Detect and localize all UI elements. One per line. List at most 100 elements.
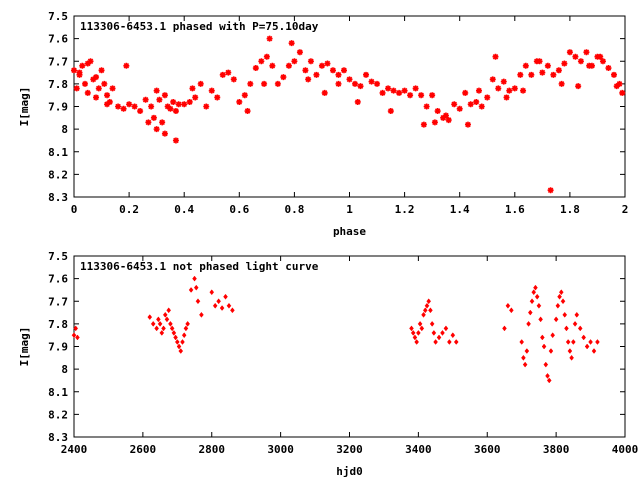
data-point	[401, 87, 408, 94]
data-point	[588, 339, 593, 345]
data-point	[258, 58, 265, 65]
data-point	[73, 85, 80, 92]
y-tick-label: 8.1	[48, 146, 68, 159]
x-tick-label: 3800	[543, 443, 570, 456]
data-point	[82, 80, 89, 87]
data-point	[577, 325, 583, 332]
data-point	[115, 103, 122, 110]
data-point	[274, 80, 281, 87]
y-tick-label: 7.5	[48, 250, 68, 263]
data-point	[335, 71, 342, 78]
data-point	[418, 92, 425, 99]
data-point	[502, 325, 507, 332]
data-point	[181, 101, 188, 108]
data-point	[159, 119, 166, 126]
y-tick-label: 7.9	[48, 101, 68, 114]
data-point	[434, 108, 441, 115]
data-point	[106, 98, 113, 105]
y-tick-label: 8	[61, 363, 68, 376]
x-tick-label: 2	[622, 203, 629, 216]
data-point	[186, 98, 193, 105]
y-axis-label: I[mag]	[18, 87, 31, 127]
data-point	[288, 40, 295, 47]
data-point	[616, 80, 623, 87]
data-point	[583, 49, 590, 56]
data-point	[521, 354, 526, 361]
data-point	[148, 103, 155, 110]
x-tick-label: 3200	[336, 443, 363, 456]
y-tick-label: 7.7	[48, 295, 68, 308]
data-point	[555, 67, 562, 74]
data-point	[416, 330, 421, 336]
data-point	[577, 58, 584, 65]
data-point	[495, 85, 502, 92]
data-point	[599, 58, 606, 65]
data-point	[76, 71, 83, 78]
x-tick-label: 0.8	[284, 203, 304, 216]
data-point	[154, 325, 159, 332]
data-point	[368, 78, 375, 85]
data-point	[241, 92, 248, 99]
plot-title: 113306-6453.1 phased with P=75.10day	[80, 20, 319, 33]
data-point	[595, 339, 600, 345]
data-point	[522, 62, 529, 69]
data-point	[84, 89, 91, 96]
data-point	[157, 320, 163, 327]
x-tick-label: 4000	[612, 443, 639, 456]
data-point	[280, 74, 287, 81]
data-point	[170, 98, 177, 105]
data-point	[567, 348, 573, 354]
data-point	[236, 98, 243, 105]
data-point	[162, 311, 168, 318]
data-point	[431, 119, 438, 126]
data-point	[153, 87, 160, 94]
data-point	[357, 83, 364, 90]
data-point	[575, 83, 582, 90]
data-point	[153, 126, 160, 133]
data-point	[193, 284, 199, 291]
data-point	[252, 65, 259, 72]
data-point	[73, 325, 79, 332]
data-point	[225, 69, 232, 76]
data-point	[156, 316, 161, 323]
data-point	[219, 71, 226, 78]
data-point	[478, 103, 485, 110]
x-tick-label: 0.6	[229, 203, 249, 216]
data-point	[230, 307, 235, 314]
data-point	[137, 108, 144, 115]
data-point	[161, 130, 168, 137]
data-point	[244, 108, 251, 115]
y-tick-label: 8.3	[48, 431, 68, 444]
data-point	[531, 289, 537, 296]
data-point	[506, 87, 513, 94]
data-point	[541, 343, 547, 350]
data-point	[263, 53, 270, 60]
data-point	[450, 332, 456, 339]
x-axis-label: phase	[333, 225, 366, 238]
data-point	[417, 320, 423, 327]
data-point	[285, 62, 292, 69]
data-point	[426, 298, 432, 305]
data-point	[181, 332, 187, 339]
data-point	[189, 85, 196, 92]
data-point	[555, 302, 561, 309]
data-point	[445, 117, 452, 124]
data-point	[174, 339, 180, 345]
data-point	[619, 89, 626, 96]
data-point	[305, 76, 312, 83]
data-point	[436, 334, 442, 341]
data-point	[313, 71, 320, 78]
data-point	[101, 80, 108, 87]
data-point	[550, 71, 557, 78]
data-point	[429, 92, 436, 99]
data-point	[197, 80, 204, 87]
unphased-light-curve-plot: 2400 2600 2800 3000 3200 3400 3600 3800 4000 7.5 7…	[18, 250, 638, 478]
data-point	[545, 373, 550, 379]
x-tick-label: 3600	[474, 443, 501, 456]
data-point	[126, 101, 133, 108]
data-point	[142, 96, 149, 103]
data-point	[610, 71, 617, 78]
data-point	[93, 94, 100, 101]
x-tick-label: 1.8	[560, 203, 580, 216]
data-point	[558, 289, 564, 296]
